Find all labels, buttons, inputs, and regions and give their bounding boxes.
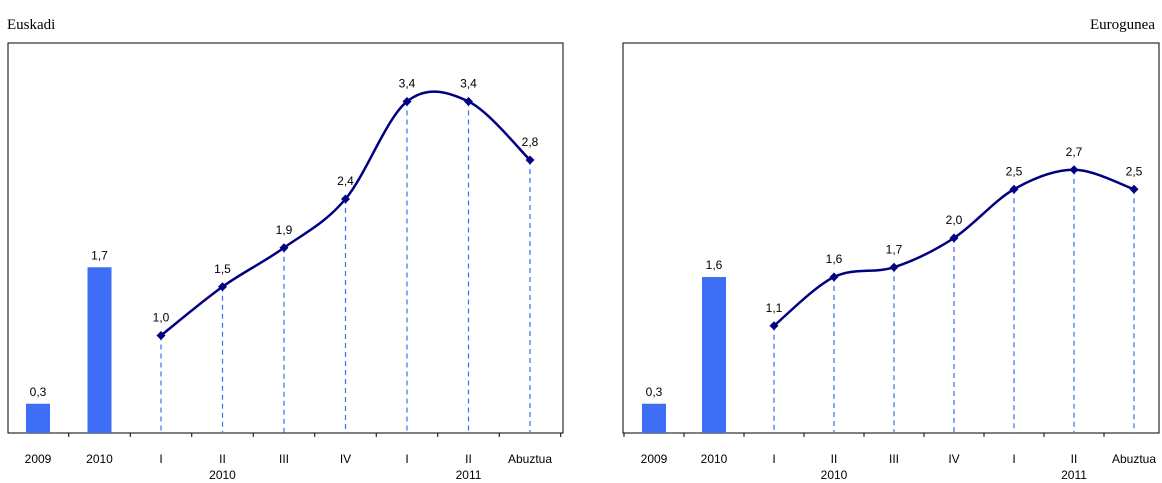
euskadi-point-label: 1,5: [214, 262, 231, 276]
eurogunea-year-label: 2010: [821, 468, 848, 482]
euskadi-year-label: 2010: [209, 468, 236, 482]
euskadi-x-tick-label: 2009: [25, 452, 52, 466]
eurogunea-bar-label: 1,6: [706, 258, 723, 272]
eurogunea-x-tick-label: 2010: [701, 452, 728, 466]
euskadi-x-tick-label: I: [405, 452, 408, 466]
euskadi-bar-2010: [87, 267, 112, 433]
euskadi-point-marker: [218, 282, 227, 292]
eurogunea-bar-2010: [702, 277, 726, 433]
eurogunea-point-marker: [1069, 165, 1079, 175]
euskadi-point-label: 1,9: [276, 223, 293, 237]
euskadi-point-marker: [525, 155, 535, 165]
euskadi-x-tick-label: Abuztua: [508, 452, 552, 466]
euskadi-x-tick-label: II: [465, 452, 472, 466]
euskadi-plot-frame: [7, 42, 564, 434]
eurogunea-point-label: 2,5: [1126, 164, 1143, 178]
chart-title-eurogunea: Eurogunea: [1090, 17, 1155, 33]
eurogunea-bar-2009: [642, 403, 666, 433]
euskadi-point-marker: [341, 194, 350, 204]
euskadi-point-label: 3,4: [460, 77, 477, 91]
eurogunea-x-tick-label: 2009: [641, 452, 668, 466]
eurogunea-x-tick-label: IV: [948, 452, 959, 466]
eurogunea-point-marker: [829, 272, 839, 282]
euskadi-point-label: 1,0: [153, 311, 170, 325]
eurogunea-point-label: 2,5: [1006, 164, 1023, 178]
euskadi-bar-label: 0,3: [30, 385, 47, 399]
eurogunea-point-marker: [1129, 184, 1139, 194]
euskadi-bar-2009: [26, 403, 50, 433]
eurogunea-x-tick-label: II: [1071, 452, 1078, 466]
eurogunea-x-tick-label: I: [772, 452, 775, 466]
euskadi-point-label: 2,8: [522, 135, 539, 149]
eurogunea-point-label: 1,7: [886, 242, 903, 256]
eurogunea-x-tick-label: Abuztua: [1112, 452, 1156, 466]
euskadi-point-label: 3,4: [399, 77, 416, 91]
euskadi-point-marker: [402, 97, 412, 106]
eurogunea-year-label: 2011: [1061, 468, 1087, 482]
eurogunea-point-label: 2,0: [946, 213, 963, 227]
eurogunea-point-marker: [769, 321, 779, 331]
eurogunea-point-marker: [949, 233, 959, 243]
euskadi-bar-label: 1,7: [91, 248, 108, 262]
eurogunea-plot-frame: [622, 42, 1160, 434]
eurogunea-x-tick-label: III: [889, 452, 899, 466]
eurogunea-point-label: 1,6: [826, 252, 843, 266]
euskadi-point-marker: [464, 97, 473, 106]
eurogunea-bar-label: 0,3: [646, 385, 663, 399]
euskadi-point-label: 2,4: [337, 174, 354, 188]
eurogunea-point-marker: [1009, 184, 1019, 194]
euskadi-x-tick-label: 2010: [86, 452, 113, 466]
eurogunea-point-label: 2,7: [1066, 145, 1083, 159]
euskadi-point-marker: [156, 331, 166, 340]
euskadi-year-label: 2011: [456, 468, 482, 482]
eurogunea-point-label: 1,1: [766, 301, 783, 315]
euskadi-x-tick-label: II: [219, 452, 226, 466]
eurogunea-x-tick-label: I: [1012, 452, 1015, 466]
euskadi-x-tick-label: III: [279, 452, 289, 466]
chart-title-euskadi: Euskadi: [7, 17, 56, 33]
eurogunea-x-tick-label: II: [831, 452, 838, 466]
euskadi-x-tick-label: I: [159, 452, 162, 466]
euskadi-point-marker: [279, 243, 289, 253]
euskadi-x-tick-label: IV: [340, 452, 351, 466]
eurogunea-point-marker: [889, 262, 899, 272]
